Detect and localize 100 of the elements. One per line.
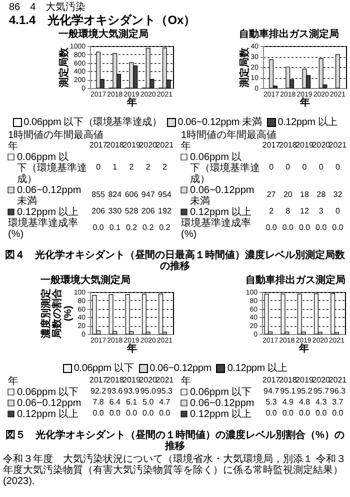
text: 0.06ppm 以下 [17, 387, 79, 398]
data-label: 32 [333, 190, 343, 200]
data-label: 0 [302, 162, 308, 172]
chart-title: 自動車排出ガス測定局 [239, 28, 340, 40]
category-label: 2018 [279, 376, 297, 385]
category-label: 2021 [328, 140, 347, 150]
chart-title: 一般環境大気測定局 [40, 274, 130, 286]
data-label: 4.9 [282, 398, 294, 407]
chart-title: 自動車排出ガス測定局 [245, 274, 346, 286]
category-label: 2017 [89, 376, 108, 385]
text: 0.06ppm 以下（環境基準達成） [17, 152, 87, 186]
data-label: 0.0 [332, 408, 344, 418]
text: 年 [8, 375, 18, 388]
data-label: 192 [158, 206, 172, 216]
data-label: 0.0 [109, 408, 122, 418]
category-label: 2018 [106, 376, 124, 385]
text: 0.0 [282, 223, 294, 232]
text: 0.0 [92, 223, 104, 232]
y-axis-title: 測定局数 [58, 46, 70, 89]
data-label: 4.7 [159, 398, 171, 407]
data-label: 0 [335, 206, 340, 216]
data-label: 6.1 [126, 398, 138, 407]
data-label: 5.0 [142, 398, 154, 407]
data-label: 855 [92, 190, 106, 200]
data-label: 95.1 [280, 386, 296, 396]
data-label: 330 [108, 206, 122, 216]
category-label: 2018 [279, 140, 297, 150]
data-label: 5.3 [266, 398, 278, 407]
data-label: 2 [269, 206, 274, 216]
x-axis-title: 年 [126, 96, 137, 109]
text: 年 [181, 375, 191, 388]
text: 1時間値の年間最高値 [181, 129, 277, 142]
text: 0.0 [298, 223, 311, 232]
data-label: 824 [108, 190, 122, 200]
data-label: 0.0 [126, 408, 138, 418]
legend-label: 0.06ppm 以下（環境基準達成） [22, 117, 162, 128]
data-label: 0.0 [92, 408, 104, 418]
data-label: 3.7 [332, 398, 344, 407]
data-label: 0.0 [266, 408, 278, 418]
data-label: 1 [112, 162, 118, 172]
category-label: 2017 [262, 140, 280, 150]
text: 0.12ppm 以上 [17, 207, 79, 218]
legend-label: 0.06ppm 以下 [72, 363, 134, 374]
data-label: 0 [96, 162, 102, 172]
legend-label: 0.12ppm 以上 [190, 206, 252, 218]
text: 4.1.4 光化学オキシダント（Ox） [9, 13, 197, 28]
data-label: 528 [124, 206, 139, 216]
legend-label: 0.06~0.12ppm 未満 [176, 117, 262, 128]
data-label: 95.7 [313, 386, 330, 396]
chart-title: 一般環境大気測定局 [58, 28, 148, 40]
category-label: 2017 [89, 140, 108, 150]
text: 0.1 [109, 223, 122, 232]
category-label: 2017 [262, 376, 280, 385]
data-label: 18 [300, 190, 310, 200]
data-label: 0 [286, 162, 291, 172]
category-label: 2019 [122, 376, 140, 385]
text: 0.06−0.12ppm [17, 398, 82, 410]
data-label: 0.0 [298, 408, 311, 418]
data-label: 0.0 [282, 408, 294, 418]
caption: 図５ 光化学オキシダント（昼間の１時間値）の濃度レベル別割合（%）の推移 [4, 430, 346, 452]
legend-label: 0.06~0.12ppm 未満 [190, 185, 254, 208]
x-axis-title: 年 [298, 342, 309, 355]
data-label: 606 [124, 190, 139, 200]
data-label: 93.6 [107, 386, 124, 396]
text: 0.0 [266, 223, 278, 232]
data-label: 20 [283, 190, 293, 200]
data-label: 206 [92, 206, 106, 216]
data-label: 93.9 [124, 386, 140, 396]
text: 0.2 [126, 223, 138, 232]
data-label: 0.0 [159, 408, 171, 418]
data-label: 2 [146, 162, 151, 172]
text: 0.12ppm 以上 [227, 363, 288, 374]
data-label: 12 [300, 206, 310, 216]
y-axis-title: 濃度別測定局数の割合(%) [40, 288, 74, 340]
legend-label: 0.12ppm 以上 [190, 408, 252, 420]
data-label: 95.3 [156, 386, 174, 396]
text: 令和３年度 大気汚染状況について（環境省水・大気環境局，別添１ 令和３年度大気汚染物質（有害大気汚染物質等を除く）に係る常時監視測定結果）(2023). [3, 454, 347, 488]
bar [92, 295, 97, 334]
x-axis-title: 年 [126, 342, 137, 355]
category-label: 2020 [312, 140, 330, 150]
data-label: 947 [141, 190, 156, 200]
data-label: 92.2 [90, 386, 107, 396]
data-label: 0.0 [316, 408, 328, 418]
category-label: 2018 [106, 140, 124, 150]
data-label: 95.0 [140, 386, 156, 396]
category-label: 2020 [139, 140, 157, 150]
category-label: 2019 [296, 376, 314, 385]
text: 0.0 [332, 223, 344, 232]
data-label: 4.8 [298, 398, 311, 407]
data-label: 3 [318, 206, 324, 216]
legend-label: 0.06−0.12ppm [148, 363, 212, 374]
data-label: 96.3 [330, 386, 346, 396]
text: 環境基準達成率(%) [8, 217, 78, 240]
text: 0.2 [142, 223, 154, 232]
legend-label: 0.06ppm 以下（環境基準達成） [190, 151, 260, 186]
data-label: 94.7 [264, 386, 280, 396]
text: 年 [181, 141, 191, 152]
text: 年 [8, 141, 18, 152]
data-label: 2 [129, 162, 134, 172]
category-label: 2020 [139, 376, 157, 385]
